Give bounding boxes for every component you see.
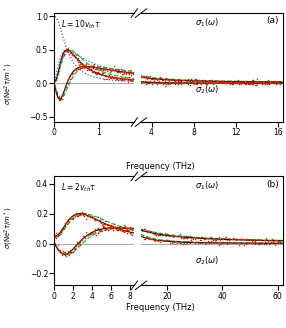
Text: $\sigma_1(\omega)$: $\sigma_1(\omega)$ xyxy=(195,16,219,29)
Text: Frequency (THz): Frequency (THz) xyxy=(126,162,194,171)
Text: $L=2v_{th}\tau$: $L=2v_{th}\tau$ xyxy=(61,182,96,195)
Text: (b): (b) xyxy=(266,180,279,189)
Text: $\sigma_2(\omega)$: $\sigma_2(\omega)$ xyxy=(195,84,219,96)
Text: $\sigma_2(\omega)$: $\sigma_2(\omega)$ xyxy=(195,255,219,267)
Text: $\sigma(\mathrm{Ne}^2\tau/m^*)$: $\sigma(\mathrm{Ne}^2\tau/m^*)$ xyxy=(3,207,15,249)
Text: $\sigma(\mathrm{Ne}^2\tau/m^*)$: $\sigma(\mathrm{Ne}^2\tau/m^*)$ xyxy=(3,62,15,105)
Text: (a): (a) xyxy=(266,16,279,25)
Text: Frequency (THz): Frequency (THz) xyxy=(126,303,194,312)
Text: $\sigma_1(\omega)$: $\sigma_1(\omega)$ xyxy=(195,180,219,192)
Text: $L=10v_{th}\tau$: $L=10v_{th}\tau$ xyxy=(61,19,101,31)
